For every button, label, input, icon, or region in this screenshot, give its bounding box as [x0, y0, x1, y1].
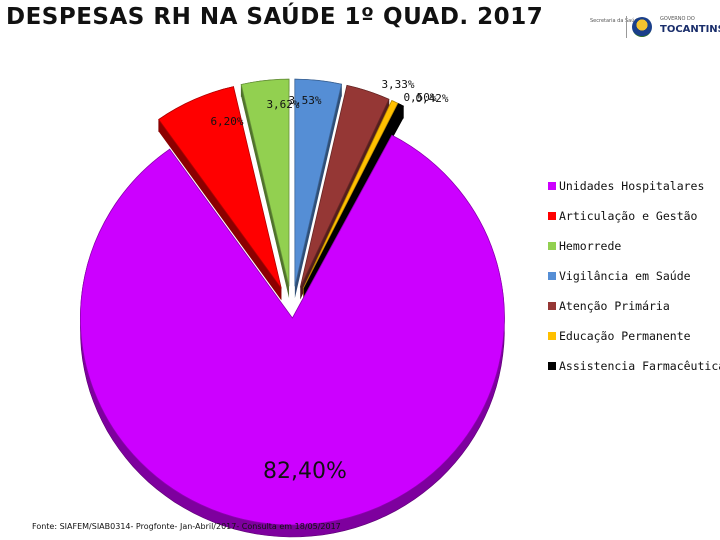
data-label-articula-o-e-gest-o: 6,20% — [210, 115, 243, 128]
pie-slice-educa-o-permanente — [302, 99, 399, 289]
data-label-aten-o-prim-ria: 3,33% — [381, 78, 414, 91]
pie-slice-vigil-ncia-em-sa-de — [294, 78, 342, 287]
slice-edge-wall — [241, 84, 290, 299]
legend-item: Atenção Primária — [548, 298, 670, 314]
pie-slice-articula-o-e-gest-o — [158, 86, 282, 289]
slice-edge-wall — [294, 84, 342, 299]
legend-label: Educação Permanente — [559, 329, 691, 343]
legend-label: Articulação e Gestão — [559, 209, 698, 223]
pie-slice-aten-o-prim-ria — [299, 84, 390, 288]
legend-swatch — [548, 212, 556, 220]
legend-swatch — [548, 302, 556, 310]
pie-slices-group — [80, 78, 505, 526]
legend-item: Unidades Hospitalares — [548, 178, 704, 194]
legend-swatch — [548, 272, 556, 280]
slice-edge-wall — [158, 119, 282, 301]
legend-swatch — [548, 332, 556, 340]
logo-brand-text: TOCANTINS — [660, 24, 720, 35]
legend-item: Vigilância em Saúde — [548, 268, 691, 284]
data-label-unidades-hospitalares: 82,40% — [263, 459, 347, 484]
legend-label: Hemorrede — [559, 239, 622, 253]
pie-slice-assistencia-farmac-utica — [303, 103, 404, 290]
logo-governo-text: GOVERNO DO — [660, 16, 695, 22]
legend-swatch — [548, 182, 556, 190]
legend-label: Assistencia Farmacêutica — [559, 359, 720, 373]
source-note: Fonte: SIAFEM/SIAB0314- Progfonte- Jan-A… — [32, 522, 341, 531]
state-crest-icon — [632, 17, 652, 37]
government-logo: Secretaria da Saúde GOVERNO DO TOCANTINS — [588, 14, 720, 40]
data-label-educa-o-permanente: 0,50% — [403, 91, 436, 104]
legend-item: Hemorrede — [548, 238, 621, 254]
legend-item: Assistencia Farmacêutica — [548, 358, 720, 374]
logo-divider — [626, 16, 627, 38]
legend-item: Educação Permanente — [548, 328, 691, 344]
logo-secretaria-text: Secretaria da Saúde — [590, 18, 641, 24]
data-label-assistencia-farmac-utica: 0,42% — [415, 92, 448, 105]
pie-slice-unidades-hospitalares — [80, 134, 505, 526]
legend-label: Unidades Hospitalares — [559, 179, 705, 193]
legend-label: Vigilância em Saúde — [559, 269, 691, 283]
data-labels-group: 82,40% 6,20% 3,62%3,53% 3,33%0,50%0,42% — [210, 78, 448, 484]
pie-slice-hemorrede — [240, 78, 290, 287]
data-label-hemorrede: 3,62% — [266, 98, 299, 111]
legend-swatch — [548, 362, 556, 370]
legend-item: Articulação e Gestão — [548, 208, 697, 224]
data-label-vigil-ncia-em-sa-de: 3,53% — [288, 94, 321, 107]
legend-swatch — [548, 242, 556, 250]
legend-label: Atenção Primária — [559, 299, 670, 313]
chart-title: DESPESAS RH NA SAÚDE 1º QUAD. 2017 — [6, 4, 544, 30]
